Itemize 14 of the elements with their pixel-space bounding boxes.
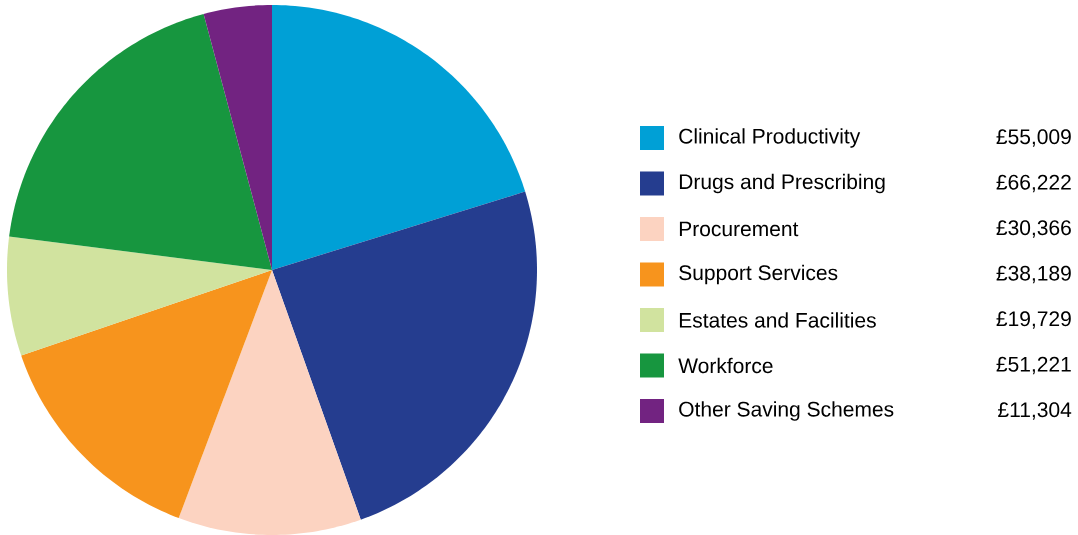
data-label: £38,189 [996, 265, 1071, 284]
legend-label: Estates and Facilities [679, 312, 876, 328]
legend-label: Drugs and Prescribing [679, 173, 885, 194]
legend-label: Workforce [678, 357, 773, 374]
data-label: £66,222 [996, 174, 1071, 193]
data-label: £51,221 [996, 356, 1071, 375]
data-label: £11,304 [998, 402, 1072, 420]
legend-label: Procurement [679, 221, 799, 237]
data-label: £30,366 [996, 220, 1071, 238]
legend-label: Other Saving Schemes [679, 401, 894, 421]
legend-label: Support Services [679, 264, 838, 285]
data-label: £19,729 [996, 311, 1071, 329]
data-label: £55,009 [996, 129, 1071, 147]
legend-label: Clinical Productivity [679, 128, 861, 148]
